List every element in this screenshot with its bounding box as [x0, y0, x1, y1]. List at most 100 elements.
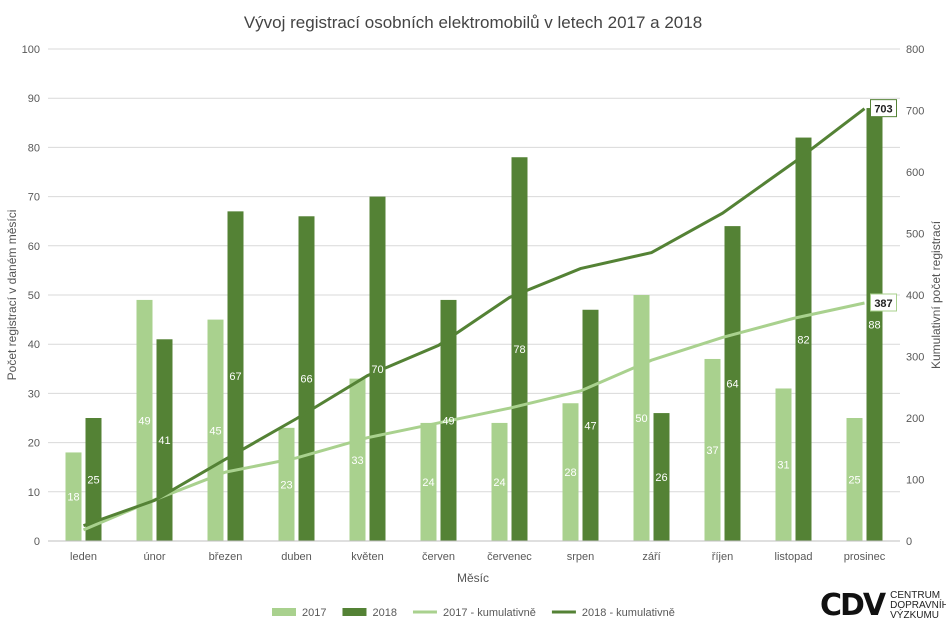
- y-axis-label: Počet registrací v daném měsíci: [5, 210, 19, 381]
- bar-2017: [278, 427, 295, 541]
- y-tick-label: 10: [28, 487, 40, 499]
- bar-2018: [511, 157, 528, 542]
- bar-data-label: 23: [280, 479, 292, 491]
- bar-data-label: 88: [868, 320, 880, 332]
- bar-data-label: 41: [158, 435, 170, 447]
- y2-tick-label: 200: [906, 413, 924, 425]
- bar-data-label: 50: [635, 413, 647, 425]
- y-tick-label: 50: [28, 290, 40, 302]
- logo-mark: CDV: [820, 588, 886, 623]
- legend-label: 2018 - kumulativně: [582, 607, 675, 619]
- bar-2018: [369, 196, 386, 541]
- bar-data-label: 37: [706, 445, 718, 457]
- legend-swatch: [272, 608, 296, 616]
- bar-2018: [795, 137, 812, 541]
- y2-tick-label: 0: [906, 536, 912, 548]
- bar-2017: [136, 299, 153, 541]
- x-tick-label: únor: [143, 551, 165, 563]
- bar-2017: [562, 403, 579, 541]
- y2-tick-label: 700: [906, 106, 924, 118]
- bar-data-label: 28: [564, 467, 576, 479]
- x-tick-label: listopad: [775, 551, 813, 563]
- bar-2018: [582, 309, 599, 541]
- x-tick-label: červen: [422, 551, 455, 563]
- bar-2017: [704, 358, 721, 541]
- bar-data-label: 25: [87, 475, 99, 487]
- y2-tick-label: 300: [906, 352, 924, 364]
- cdv-logo: CDV CENTRUMDOPRAVNÍHOVÝZKUMU: [820, 588, 946, 623]
- bar-data-label: 25: [848, 475, 860, 487]
- bar-2018: [85, 418, 102, 541]
- bar-2018: [298, 216, 315, 541]
- bar-data-label: 45: [209, 425, 221, 437]
- bar-2017: [633, 295, 650, 541]
- bar-2017: [207, 319, 224, 541]
- y-tick-label: 30: [28, 388, 40, 400]
- bar-data-label: 67: [229, 371, 241, 383]
- y2-tick-label: 800: [906, 44, 924, 56]
- bar-data-label: 49: [442, 415, 454, 427]
- x-tick-label: červenec: [487, 551, 532, 563]
- y-tick-label: 80: [28, 142, 40, 154]
- y-tick-label: 70: [28, 192, 40, 204]
- legend-swatch: [342, 608, 367, 616]
- bar-2018: [724, 226, 741, 541]
- bar-data-label: 49: [138, 415, 150, 427]
- y2-tick-label: 600: [906, 167, 924, 179]
- x-tick-label: duben: [281, 551, 312, 563]
- bar-2017: [65, 452, 82, 541]
- y2-axis-label: Kumulativní počet registrací: [929, 220, 943, 369]
- bar-data-label: 24: [493, 477, 505, 489]
- x-tick-label: květen: [351, 551, 383, 563]
- line-end-label: 703: [874, 104, 892, 116]
- bar-2018: [866, 108, 883, 541]
- x-tick-label: srpen: [567, 551, 595, 563]
- bar-2017: [420, 422, 437, 541]
- line-2017 - kumulativně: [82, 301, 865, 532]
- y-tick-label: 0: [34, 536, 40, 548]
- y2-tick-label: 400: [906, 290, 924, 302]
- x-tick-label: září: [642, 551, 660, 563]
- bar-2017: [491, 422, 508, 541]
- bar-2018: [653, 413, 670, 541]
- bar-data-label: 33: [351, 455, 363, 467]
- x-tick-label: leden: [70, 551, 97, 563]
- line-2018 - kumulativně: [82, 107, 866, 528]
- legend-label: 2017: [302, 607, 326, 619]
- y-tick-label: 100: [22, 44, 40, 56]
- bar-2017: [775, 388, 792, 541]
- x-tick-label: říjen: [712, 551, 733, 563]
- bar-data-label: 26: [655, 472, 667, 484]
- bar-data-label: 66: [300, 374, 312, 386]
- y-tick-label: 90: [28, 93, 40, 105]
- y-tick-label: 20: [28, 438, 40, 450]
- legend-label: 2018: [372, 607, 396, 619]
- bar-data-label: 24: [422, 477, 434, 489]
- bar-data-label: 82: [797, 334, 809, 346]
- y2-tick-label: 500: [906, 229, 924, 241]
- bar-data-label: 78: [513, 344, 525, 356]
- x-tick-label: prosinec: [844, 551, 886, 563]
- x-tick-label: březen: [209, 551, 243, 563]
- y2-tick-label: 100: [906, 475, 924, 487]
- bar-data-label: 47: [584, 420, 596, 432]
- bar-2017: [349, 378, 366, 541]
- bar-data-label: 70: [371, 364, 383, 376]
- x-axis-label: Měsíc: [457, 571, 489, 585]
- legend: 2017 2018 2017 - kumulativně 2018 - kumulat…: [272, 607, 675, 619]
- line-end-label-box: [870, 99, 897, 118]
- bar-2017: [846, 418, 863, 541]
- logo-text: CENTRUMDOPRAVNÍHOVÝZKUMU: [890, 589, 946, 621]
- legend-label: 2017 - kumulativně: [443, 607, 536, 619]
- y-tick-label: 60: [28, 241, 40, 253]
- bar-data-label: 64: [726, 379, 738, 391]
- chart-title: Vývoj registrací osobních elektromobilů …: [244, 13, 702, 32]
- line-end-label-box: [870, 293, 897, 312]
- line-end-label: 387: [874, 298, 892, 310]
- bar-2018: [227, 211, 244, 542]
- bar-data-label: 31: [777, 460, 789, 472]
- y-tick-label: 40: [28, 339, 40, 351]
- bar-data-label: 18: [67, 492, 79, 504]
